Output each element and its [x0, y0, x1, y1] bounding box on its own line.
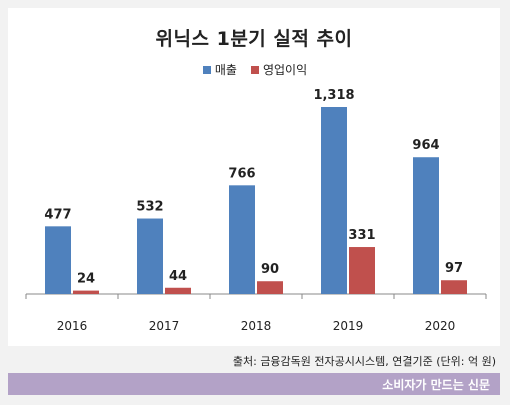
bar-revenue-2016 [45, 226, 71, 294]
bar-operating-profit-2016 [73, 290, 99, 294]
chart-title: 위닉스 1분기 실적 추이 [155, 28, 353, 50]
bar-operating-profit-2020 [441, 280, 467, 294]
source-note: 출처: 금융감독원 전자공시시스템, 연결기준 (단위: 억 원) [232, 355, 496, 368]
legend-item-revenue: 매출 [202, 61, 237, 78]
data-label-operating-profit-2017: 44 [169, 269, 187, 284]
x-tick-label-2016: 2016 [57, 319, 88, 333]
data-label-operating-profit-2016: 24 [77, 272, 95, 287]
bar-revenue-2020 [413, 157, 439, 294]
data-label-revenue-2019: 1,318 [313, 88, 354, 103]
bar-operating-profit-2017 [165, 287, 191, 294]
legend-swatch-operating-profit [250, 65, 259, 74]
bar-revenue-2017 [137, 218, 163, 294]
data-label-operating-profit-2019: 331 [348, 228, 375, 243]
x-tick-label-2018: 2018 [241, 319, 272, 333]
bar-revenue-2018 [229, 185, 255, 294]
x-tick-label-2017: 2017 [149, 319, 180, 333]
legend: 매출 영업이익 [0, 61, 510, 78]
data-label-operating-profit-2018: 90 [261, 262, 279, 277]
footer-bar: 소비자가 만드는 신문 [8, 373, 500, 395]
legend-label-operating-profit: 영업이익 [262, 63, 308, 77]
footer-text: 소비자가 만드는 신문 [382, 378, 490, 392]
data-label-revenue-2016: 477 [44, 207, 71, 222]
data-label-revenue-2020: 964 [412, 138, 439, 153]
legend-label-revenue: 매출 [214, 63, 237, 77]
legend-swatch-revenue [202, 65, 211, 74]
bar-operating-profit-2019 [349, 247, 375, 294]
legend-item-operating-profit: 영업이익 [250, 61, 308, 78]
data-label-revenue-2017: 532 [136, 200, 163, 215]
bar-revenue-2019 [321, 107, 347, 294]
x-tick-label-2020: 2020 [425, 319, 456, 333]
data-label-operating-profit-2020: 97 [445, 261, 463, 276]
x-tick-label-2019: 2019 [333, 319, 364, 333]
bar-operating-profit-2018 [257, 281, 283, 294]
data-label-revenue-2018: 766 [228, 166, 255, 181]
